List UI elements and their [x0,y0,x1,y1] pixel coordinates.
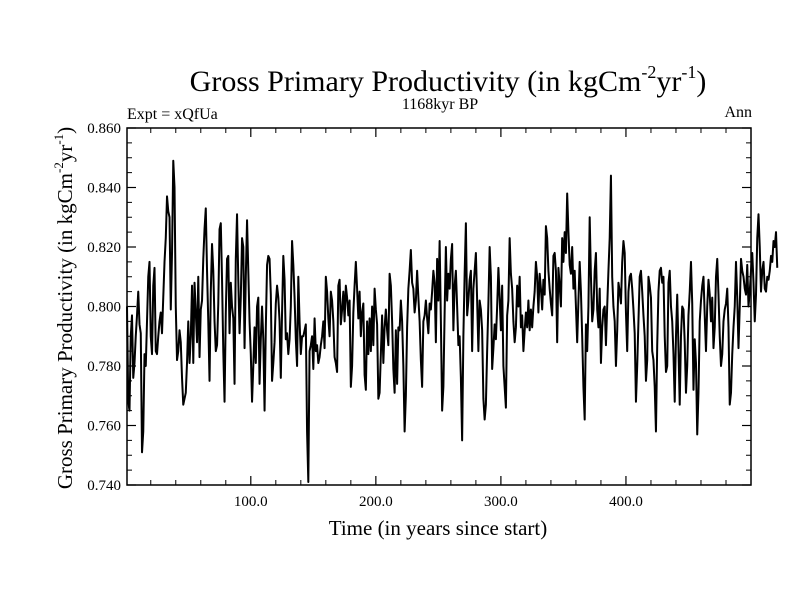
title-mid: yr [656,65,681,98]
x-tick-label-1: 200.0 [359,494,393,510]
chart-subtitle: 1168kyr BP [402,96,478,113]
title-sup-2: -1 [681,62,696,82]
x-tick-label-2: 300.0 [484,494,518,510]
series-line-annual-gpp [126,159,779,484]
plot-frame [126,127,752,486]
x-tick-label-3: 400.0 [609,494,643,510]
ylabel-end: ) [53,127,77,134]
ylabel-mid: yr [53,145,77,163]
ylabel-sup-1: -2 [51,162,66,173]
title-main: Gross Primary Productivity (in kgCm [190,65,642,98]
x-tick-label-0: 100.0 [234,494,268,510]
season-label: Ann [724,104,752,121]
y-tick-label-2: 0.780 [87,359,121,375]
experiment-label: Expt = xQfUa [127,106,218,123]
x-axis: 100.0 200.0 300.0 400.0 [150,128,727,510]
y-tick-label-6: 0.860 [87,121,121,137]
ylabel-main: Gross Primary Productivity (in kgCm [53,173,77,489]
y-tick-label-1: 0.760 [87,419,121,435]
y-tick-label-5: 0.840 [87,181,121,197]
x-axis-label: Time (in years since start) [329,516,548,540]
y-tick-label-3: 0.800 [87,300,121,316]
chart-title: Gross Primary Productivity (in kgCm-2yr-… [190,62,707,98]
y-tick-label-0: 0.740 [87,478,121,494]
title-sup-1: -2 [641,62,656,82]
y-tick-label-4: 0.820 [87,240,121,256]
title-end: ) [696,65,706,98]
ylabel-sup-2: -1 [51,134,66,145]
y-axis-label: Gross Primary Productivity (in kgCm-2yr-… [51,127,77,489]
